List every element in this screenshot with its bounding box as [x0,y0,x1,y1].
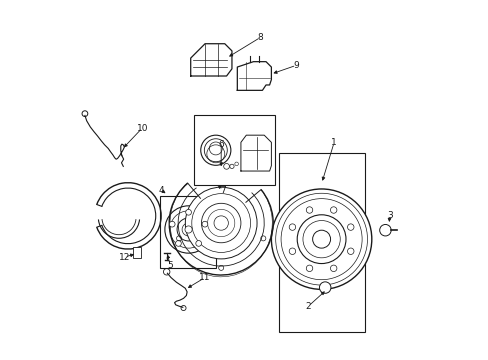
Circle shape [379,225,390,236]
Bar [160,196,215,268]
Circle shape [271,189,371,289]
Text: 8: 8 [257,33,263,42]
Circle shape [347,248,353,255]
Bar [132,247,141,258]
Circle shape [347,224,353,230]
Text: 2: 2 [305,302,310,311]
Circle shape [214,216,228,230]
Circle shape [169,221,175,227]
Bar [278,153,364,332]
Circle shape [288,248,295,255]
Circle shape [305,207,312,213]
Text: 4: 4 [158,185,164,194]
Circle shape [175,240,181,246]
Bar [194,116,274,185]
Circle shape [297,215,346,264]
Circle shape [201,135,230,165]
Text: 10: 10 [136,123,148,132]
Text: 6: 6 [218,140,224,149]
Circle shape [319,282,330,293]
Text: 11: 11 [199,273,210,282]
Circle shape [177,218,200,241]
Circle shape [330,207,336,213]
Circle shape [202,221,207,227]
Text: 7: 7 [220,185,225,194]
Text: 3: 3 [386,211,392,220]
Text: 1: 1 [330,138,336,147]
Circle shape [312,230,330,248]
Circle shape [305,265,312,271]
Text: 5: 5 [167,261,173,270]
Circle shape [195,240,201,246]
Circle shape [185,187,257,259]
Circle shape [201,203,241,243]
Circle shape [288,224,295,230]
Circle shape [184,226,192,233]
Text: 9: 9 [293,61,299,70]
Text: 12: 12 [119,253,130,262]
Circle shape [185,210,191,215]
Circle shape [330,265,336,271]
Circle shape [164,206,212,253]
